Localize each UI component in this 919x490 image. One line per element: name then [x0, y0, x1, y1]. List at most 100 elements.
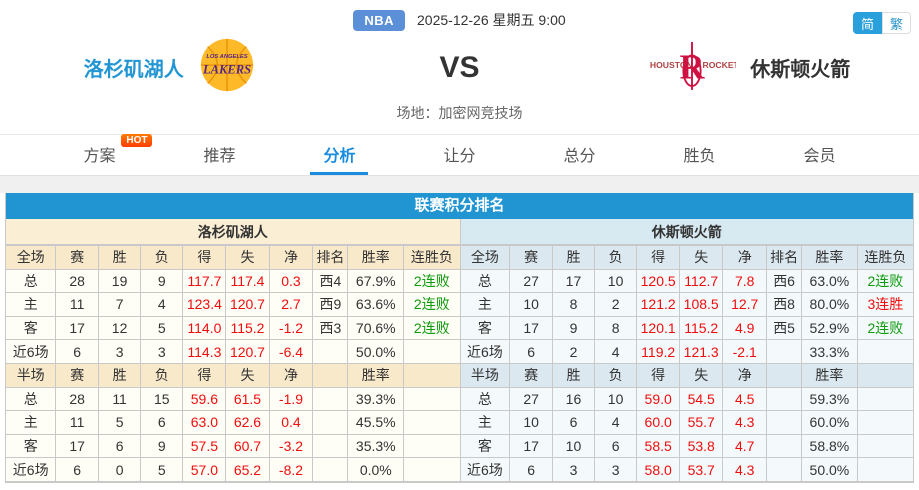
stat-cell: 11 [97, 386, 142, 412]
stat-cell: 115.2 [679, 315, 724, 341]
stat-cell: 53.7 [679, 457, 724, 482]
column-header-cell: 胜率 [347, 362, 405, 388]
svg-text:HOUSTON: HOUSTON [650, 60, 693, 70]
standings-right-half: 休斯顿火箭 全场赛胜负得失净排名 胜率 连胜负总 27 17 10 120.5 112.7 7.… [459, 219, 913, 482]
tab-rangfen[interactable]: 让分 [430, 135, 488, 175]
standings-data-row: 主 11 5 6 63.0 62.6 0.4 45.5% [6, 410, 460, 435]
stat-cell: 17 [509, 433, 553, 459]
stat-cell: 108.5 [679, 292, 724, 317]
stat-cell: 57.0 [182, 457, 227, 482]
lang-traditional-button[interactable]: 繁 [882, 12, 911, 34]
tab-fenxi[interactable]: 分析 [310, 135, 369, 175]
tab-shengfu[interactable]: 胜负 [671, 135, 729, 175]
stat-cell: 17 [509, 315, 553, 341]
stat-cell: 50.0% [347, 339, 405, 364]
stat-cell: 主 [459, 410, 511, 435]
home-team-name: 洛杉矶湖人 [83, 59, 184, 81]
standings-title-bar: 联赛积分排名 [6, 193, 913, 219]
column-header-cell: 失 [225, 362, 270, 388]
tab-label: 让分 [443, 147, 476, 165]
column-header-cell [403, 362, 460, 388]
standings-data-row: 主 11 7 4 123.4 120.7 2.7 西9 63.6% 2连败 [6, 292, 460, 317]
stat-cell: 近6场 [459, 339, 511, 364]
stat-cell: 5 [97, 410, 142, 435]
stat-cell: 17 [55, 433, 99, 459]
stat-cell [403, 457, 460, 482]
stat-cell: 65.2 [225, 457, 270, 482]
stat-cell: 4 [594, 410, 638, 435]
stat-cell: 60.0 [636, 410, 681, 435]
column-header-cell: 失 [679, 362, 724, 388]
column-header-cell: 胜 [97, 245, 142, 270]
stat-cell: 西5 [766, 315, 803, 341]
stat-cell: 58.0 [636, 457, 681, 482]
stat-cell [403, 386, 460, 412]
standings-data-row: 总 28 19 9 117.7 117.4 0.3 西4 67.9% 2连败 [6, 268, 460, 294]
stat-cell: 63.6% [347, 292, 405, 317]
stat-cell: -1.2 [268, 315, 314, 341]
standings-data-row: 近6场 6 3 3 114.3 120.7 -6.4 50.0% [6, 339, 460, 364]
stat-cell: 115.2 [225, 315, 270, 341]
tab-tuijian[interactable]: 推荐 [190, 135, 248, 175]
column-header-cell: 赛 [509, 362, 553, 388]
stat-cell: -3.2 [268, 433, 314, 459]
stat-cell: 117.4 [225, 268, 270, 294]
stat-cell [766, 339, 803, 364]
stat-cell: 114.0 [182, 315, 227, 341]
tab-zongfen[interactable]: 总分 [551, 135, 609, 175]
column-header-cell: 得 [636, 245, 681, 270]
tab-label: 胜负 [683, 147, 716, 165]
stat-cell: 6 [55, 457, 99, 482]
stat-cell: 12.7 [722, 292, 768, 317]
stat-cell [856, 339, 913, 364]
stat-cell [766, 410, 803, 435]
stat-cell: 0.3 [268, 268, 314, 294]
column-header-cell: 排名 [312, 245, 349, 270]
tab-label: 会员 [803, 147, 836, 165]
lakers-logo: LOS ANGELES LAKERS [198, 36, 256, 99]
stat-cell: 2连败 [856, 268, 913, 294]
column-header-cell: 失 [225, 245, 270, 270]
stat-cell [403, 339, 460, 364]
stat-cell: 2 [551, 339, 596, 364]
stat-cell: 7 [97, 292, 142, 317]
stat-cell: 2连败 [403, 292, 460, 317]
stat-cell [766, 433, 803, 459]
column-header-cell: 赛 [55, 245, 99, 270]
stat-cell: -8.2 [268, 457, 314, 482]
stat-cell: 西8 [766, 292, 803, 317]
standings-data-row: 总 28 11 15 59.6 61.5 -1.9 39.3% [6, 386, 460, 412]
stat-cell: 10 [594, 268, 638, 294]
column-header-cell: 胜 [551, 245, 596, 270]
tab-huiyuan[interactable]: 会员 [791, 135, 849, 175]
stat-cell: 近6场 [6, 339, 57, 364]
stat-cell: 39.3% [347, 386, 405, 412]
stat-cell: 3 [551, 457, 596, 482]
stat-cell [856, 433, 913, 459]
standings-data-row: 近6场 6 0 5 57.0 65.2 -8.2 0.0% [6, 457, 460, 482]
column-header-cell: 得 [182, 362, 227, 388]
stat-cell [403, 433, 460, 459]
stat-cell: 客 [6, 315, 57, 341]
lang-simplified-button[interactable]: 简 [853, 12, 882, 34]
stat-cell: 28 [55, 268, 99, 294]
stat-cell [766, 457, 803, 482]
stat-cell: 27 [509, 268, 553, 294]
stat-cell: 4 [140, 292, 184, 317]
stat-cell: 6 [509, 339, 553, 364]
stat-cell: 12 [97, 315, 142, 341]
column-header-cell: 胜率 [801, 362, 858, 388]
stat-cell: 60.7 [225, 433, 270, 459]
stat-cell: 2 [594, 292, 638, 317]
away-team-name: 休斯顿火箭 [750, 59, 851, 81]
match-header: 洛杉矶湖人 LOS ANGELES LAKERS VS HOUSTON ROCK… [0, 36, 919, 98]
standings-data-row: 客 17 10 6 58.5 53.8 4.7 58.8% [459, 433, 913, 459]
stat-cell: -1.9 [268, 386, 314, 412]
stat-cell: -6.4 [268, 339, 314, 364]
stat-cell: 3 [594, 457, 638, 482]
stat-cell: 35.3% [347, 433, 405, 459]
column-header-cell: 失 [679, 245, 724, 270]
standings-header-row: 半场赛胜负得失净 胜率 [6, 362, 460, 388]
tab-fangan[interactable]: 方案 HOT [70, 134, 153, 175]
home-team-block: 洛杉矶湖人 LOS ANGELES LAKERS [0, 36, 340, 99]
